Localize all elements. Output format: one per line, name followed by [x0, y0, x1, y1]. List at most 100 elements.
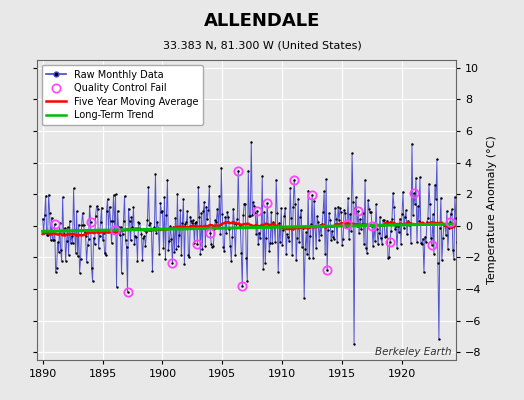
- Point: [238, 282, 246, 289]
- Point: [122, 244, 130, 250]
- Point: [331, 204, 340, 211]
- Point: [321, 251, 329, 257]
- Point: [453, 238, 461, 245]
- Point: [237, 250, 245, 256]
- Point: [277, 205, 286, 211]
- Point: [72, 208, 81, 214]
- Point: [59, 194, 67, 200]
- Point: [260, 209, 268, 215]
- Point: [79, 210, 87, 216]
- Text: Berkeley Earth: Berkeley Earth: [375, 347, 452, 357]
- Point: [250, 203, 258, 210]
- Point: [58, 258, 66, 264]
- Point: [53, 239, 62, 245]
- Point: [306, 233, 314, 240]
- Point: [217, 164, 225, 171]
- Point: [66, 218, 74, 224]
- Point: [126, 237, 135, 244]
- Point: [207, 241, 215, 248]
- Point: [263, 200, 271, 206]
- Point: [382, 233, 390, 240]
- Point: [239, 212, 247, 218]
- Point: [420, 269, 428, 276]
- Point: [141, 243, 150, 250]
- Point: [324, 227, 332, 233]
- Point: [361, 177, 369, 183]
- Point: [245, 213, 254, 219]
- Point: [436, 195, 445, 201]
- Point: [111, 226, 119, 233]
- Point: [70, 226, 79, 233]
- Point: [90, 234, 98, 241]
- Point: [372, 201, 380, 208]
- Point: [209, 243, 217, 249]
- Point: [328, 228, 336, 234]
- Point: [291, 201, 299, 207]
- Point: [191, 220, 200, 226]
- Point: [293, 234, 301, 241]
- Point: [42, 232, 51, 238]
- Point: [184, 252, 193, 259]
- Point: [387, 227, 395, 234]
- Point: [334, 203, 342, 210]
- Point: [389, 190, 397, 196]
- Point: [377, 235, 385, 242]
- Point: [266, 240, 275, 246]
- Point: [323, 266, 331, 273]
- Point: [123, 289, 132, 295]
- Point: [38, 216, 47, 222]
- Point: [233, 216, 242, 222]
- Point: [298, 244, 307, 250]
- Point: [376, 214, 384, 220]
- Point: [355, 230, 363, 236]
- Point: [227, 258, 235, 264]
- Point: [404, 218, 412, 224]
- Point: [313, 213, 321, 220]
- Point: [421, 234, 429, 240]
- Point: [216, 230, 224, 237]
- Point: [129, 204, 138, 210]
- Point: [48, 214, 56, 221]
- Point: [450, 256, 458, 262]
- Point: [271, 238, 279, 245]
- Point: [161, 256, 170, 262]
- Point: [380, 217, 388, 224]
- Point: [385, 254, 393, 260]
- Point: [151, 171, 160, 177]
- Point: [154, 226, 162, 232]
- Point: [249, 199, 257, 206]
- Point: [257, 222, 266, 229]
- Point: [414, 203, 422, 210]
- Point: [402, 207, 410, 214]
- Point: [342, 224, 350, 230]
- Point: [434, 260, 442, 266]
- Point: [340, 207, 348, 213]
- Point: [171, 214, 180, 221]
- Point: [162, 212, 171, 218]
- Point: [269, 219, 277, 226]
- Point: [169, 224, 178, 230]
- Point: [143, 216, 151, 223]
- Point: [198, 246, 206, 253]
- Point: [343, 220, 351, 227]
- Point: [89, 278, 97, 284]
- Point: [103, 196, 112, 202]
- Point: [125, 218, 134, 225]
- Point: [283, 231, 291, 238]
- Point: [363, 250, 371, 256]
- Point: [56, 219, 64, 226]
- Point: [325, 210, 333, 217]
- Point: [425, 181, 433, 187]
- Point: [196, 251, 204, 258]
- Point: [353, 222, 361, 229]
- Point: [104, 227, 113, 234]
- Point: [356, 216, 364, 222]
- Point: [290, 177, 298, 183]
- Point: [156, 200, 165, 206]
- Point: [242, 255, 250, 261]
- Point: [247, 139, 256, 146]
- Point: [92, 203, 101, 210]
- Point: [45, 192, 53, 198]
- Point: [197, 210, 205, 217]
- Point: [443, 208, 451, 214]
